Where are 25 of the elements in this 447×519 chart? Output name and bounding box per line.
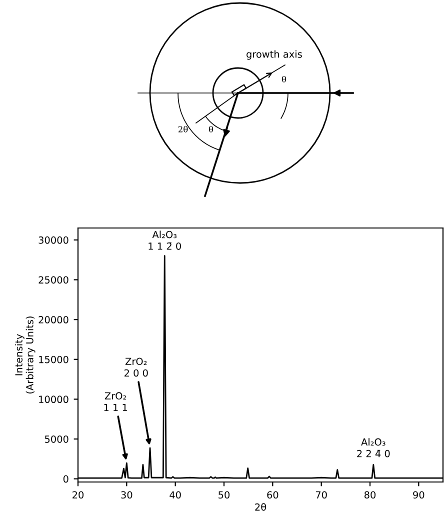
y-tick-label: 15000	[39, 356, 68, 364]
annotation: Al₂O₃ 2 2 4̄ 0	[357, 438, 390, 458]
x-axis-title: 2θ	[255, 503, 266, 511]
x-tick-label: 90	[413, 491, 424, 499]
text: 2θ	[178, 126, 188, 132]
annotation: ZrO₂ 1 1 1	[104, 392, 128, 412]
text: θ	[282, 76, 286, 82]
y-tick-label: 10000	[39, 396, 68, 404]
x-tick-label: 60	[267, 491, 278, 499]
x-tick-label: 20	[72, 491, 84, 499]
x-tick-label: 40	[170, 491, 181, 499]
y-tick-label: 0	[63, 475, 68, 483]
text: θ	[208, 126, 214, 132]
y-tick-label: 25000	[38, 276, 68, 284]
x-tick-label: 80	[364, 491, 376, 499]
text: growth axis	[246, 50, 302, 60]
x-tick-label: 30	[121, 491, 132, 499]
y-tick-label: 30000	[38, 236, 68, 244]
annotation: Al₂O₃ 1 1 2̄ 0	[148, 230, 181, 250]
x-tick-label: 50	[218, 491, 230, 499]
y-tick-label: 5000	[44, 435, 68, 443]
y-tick-label: 20000	[38, 316, 68, 324]
annotation: ZrO₂ 2 0 0	[124, 358, 148, 377]
x-tick-label: 70	[316, 491, 327, 499]
y-axis-title: Intensity (Arbitrary Units)	[14, 316, 36, 394]
